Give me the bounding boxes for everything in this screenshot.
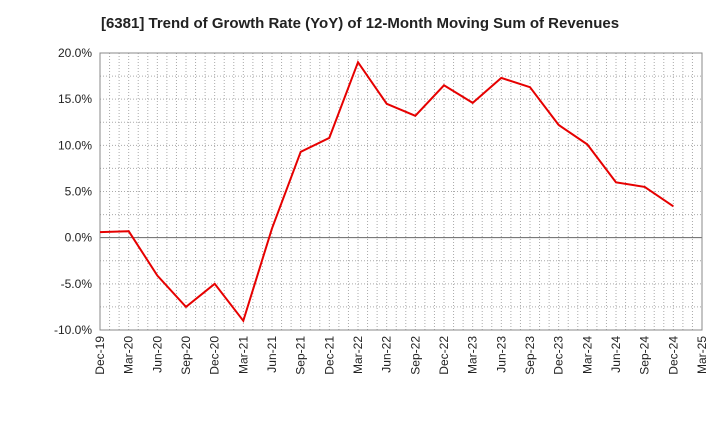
y-axis: 20.0% 15.0% 10.0% 5.0% 0.0% -5.0% -10.0% [54,46,92,337]
y-tick-label: -10.0% [54,323,92,337]
x-tick-label: Sep-23 [523,336,537,375]
x-tick-label: Jun-23 [494,336,508,373]
y-tick-label: 0.0% [65,231,93,245]
x-tick-label: Sep-20 [179,336,193,375]
y-tick-label: 5.0% [65,185,93,199]
plot-frame [99,52,703,331]
x-tick-label: Mar-23 [466,336,480,374]
x-tick-label: Dec-22 [437,336,451,375]
y-tick-label: 15.0% [58,92,92,106]
series-line [99,60,674,323]
x-tick-label: Dec-19 [93,336,107,375]
x-tick-label: Jun-21 [265,336,279,373]
x-tick-label: Jun-22 [380,336,394,373]
y-tick-label: 20.0% [58,46,92,60]
x-tick-label: Mar-20 [122,336,136,374]
x-tick-label: Dec-24 [666,336,680,375]
chart-title: [6381] Trend of Growth Rate (YoY) of 12-… [100,15,620,32]
y-tick-label: 10.0% [58,138,92,152]
x-tick-label: Dec-23 [552,336,566,375]
y-tick-label: -5.0% [61,277,93,291]
x-tick-label: Mar-21 [236,336,250,374]
x-tick-label: Sep-22 [408,336,422,375]
x-axis: Dec-19 Mar-20 Jun-20 Sep-20 Dec-20 Mar-21 Jun-… [93,336,709,375]
x-tick-label: Mar-25 [695,336,709,374]
x-tick-label: Dec-20 [208,336,222,375]
x-tick-label: Dec-21 [322,336,336,375]
series-layer [99,60,674,323]
x-tick-label: Sep-21 [294,336,308,375]
x-tick-label: Sep-24 [638,336,652,375]
x-tick-label: Jun-20 [150,336,164,373]
x-tick-label: Mar-22 [351,336,365,374]
grid-lines [100,53,702,330]
x-tick-label: Jun-24 [609,336,623,373]
x-tick-label: Mar-24 [580,336,594,374]
